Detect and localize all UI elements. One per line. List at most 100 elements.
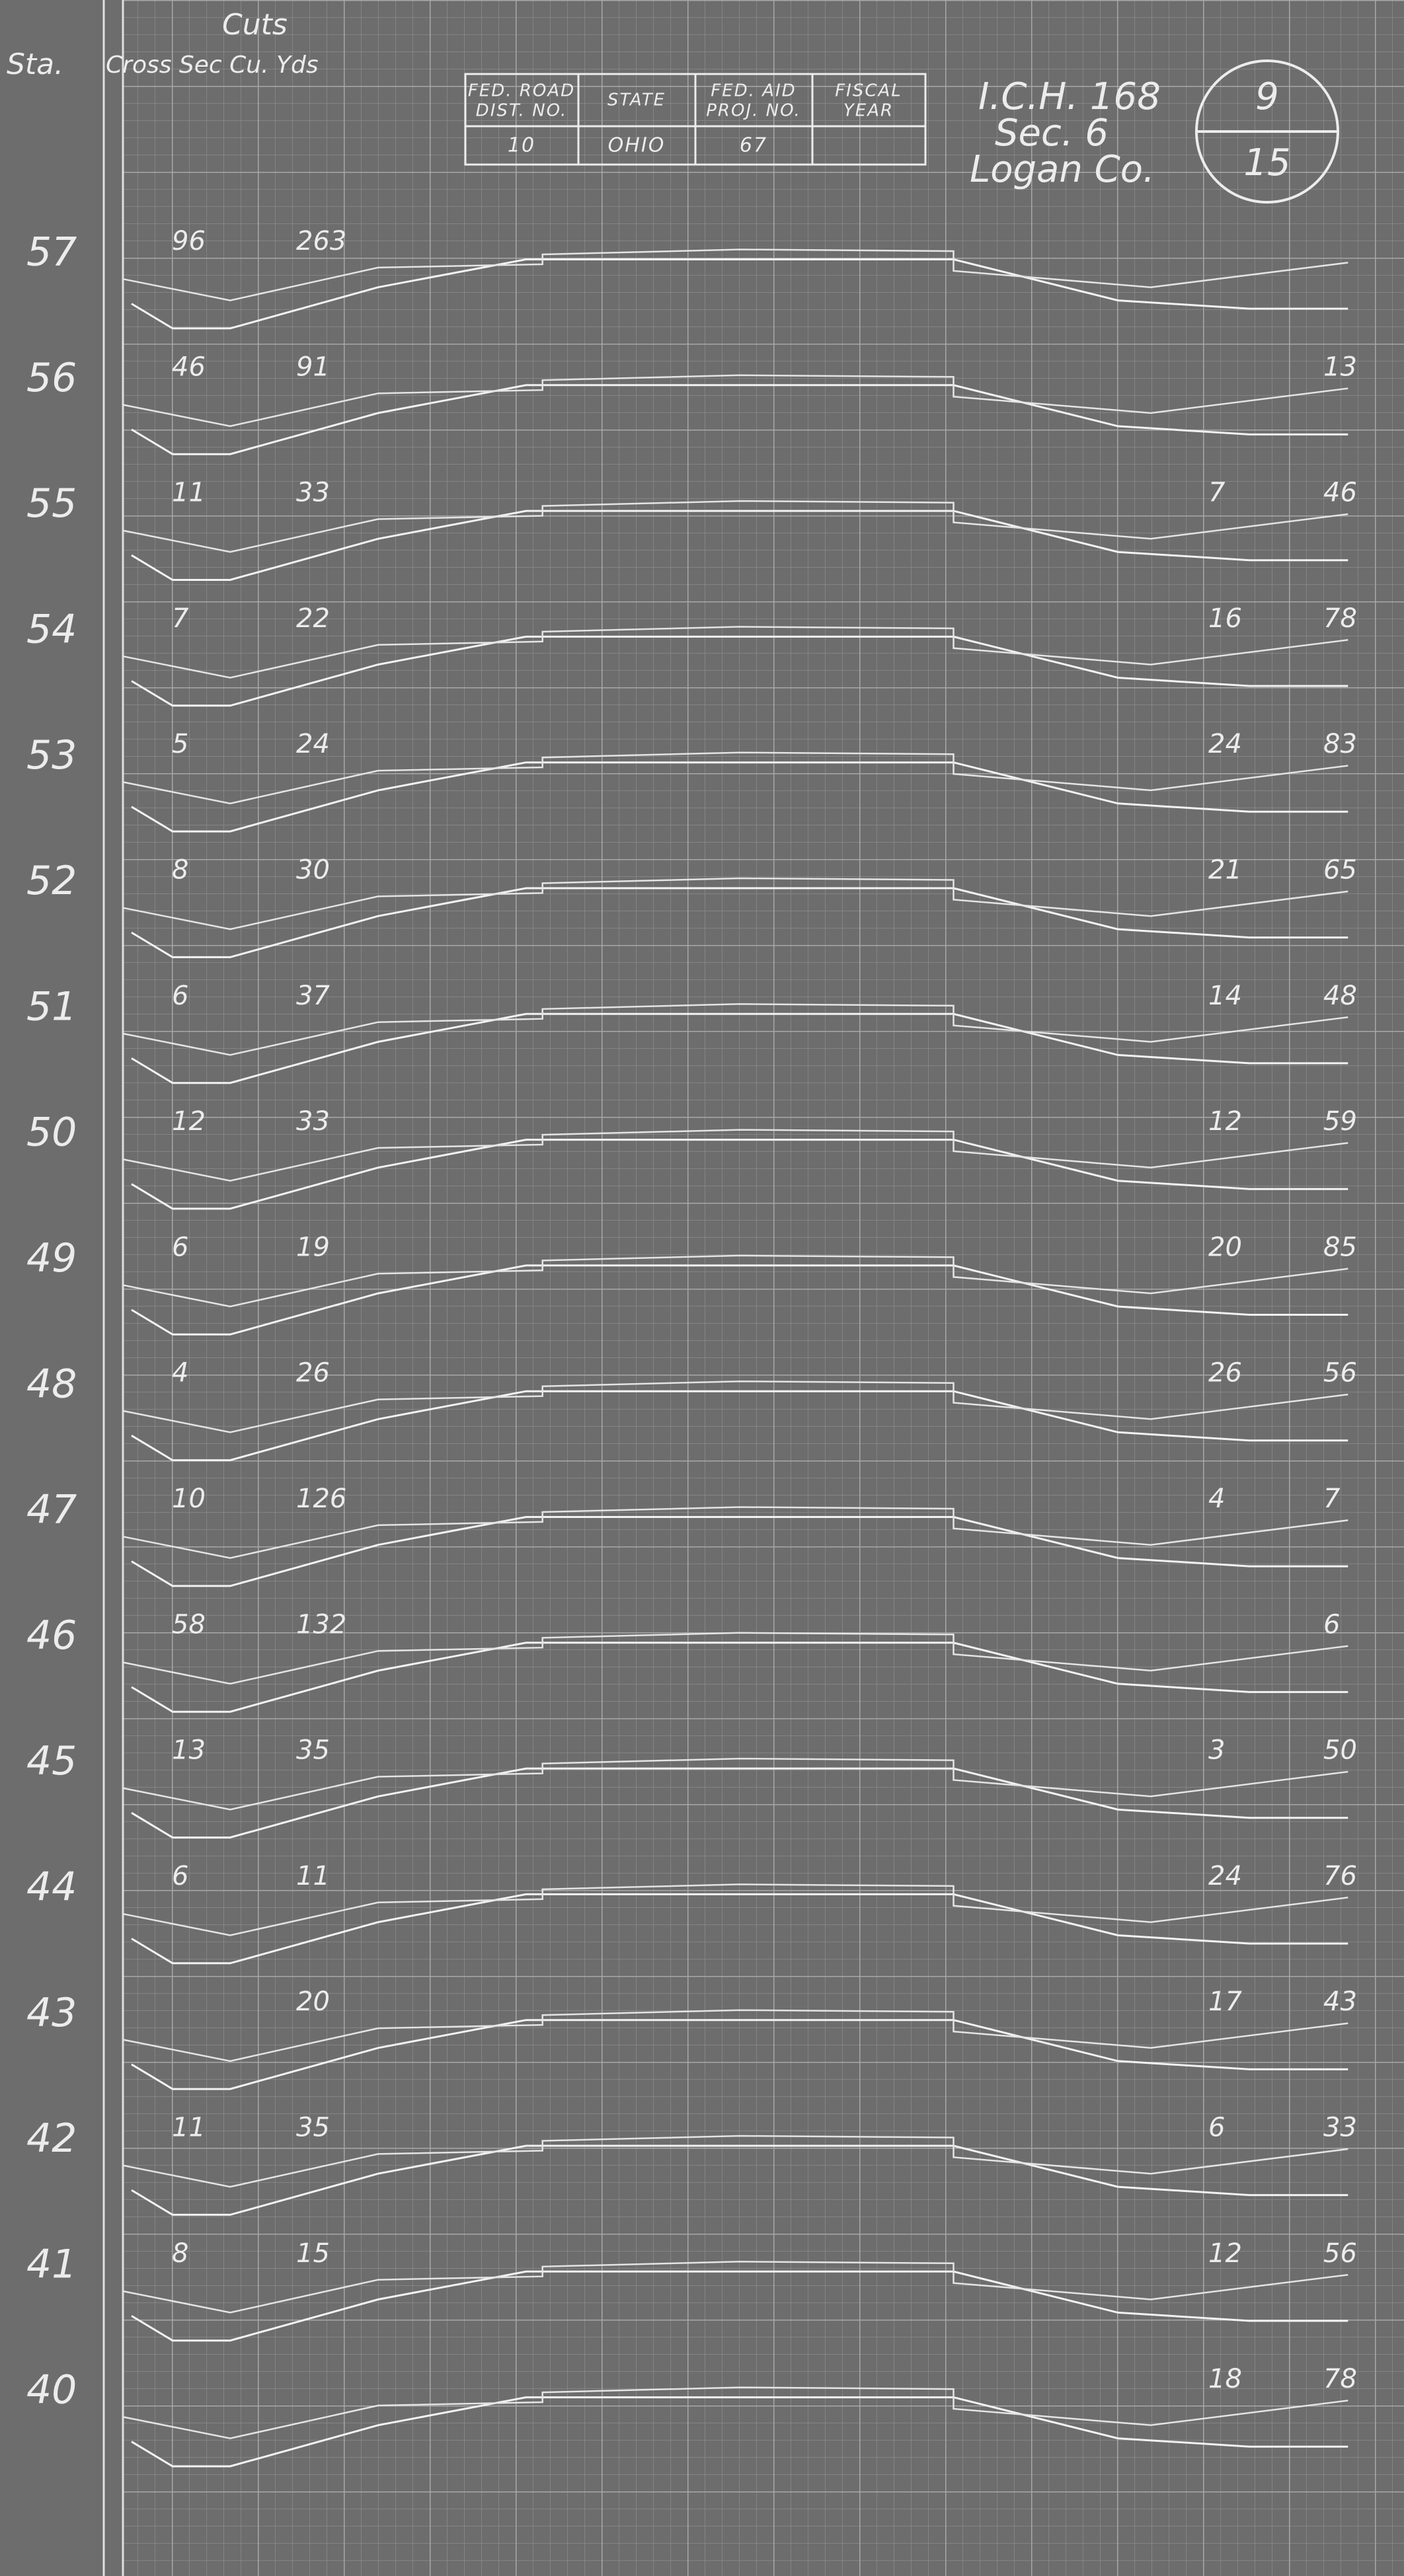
station-label: 45 [26,1738,77,1784]
station-label: 53 [26,732,77,778]
template-line [131,887,1348,958]
template-line [131,1139,1348,1210]
ground-line [123,2009,1348,2063]
template-line [131,2270,1348,2342]
cut-value: 76 [1323,1861,1357,1891]
station-label: 46 [26,1612,77,1659]
station-row: 42 11 35 6 33 [26,2113,1357,2216]
template-line [131,761,1348,833]
station-row: 40 18 78 [26,2364,1357,2468]
station-row: 51 6 37 14 48 [26,981,1357,1084]
cut-value: 13 [172,1735,206,1766]
table-header: DIST. NO. [476,101,568,121]
cut-value: 85 [1323,1232,1357,1262]
ground-line [123,1129,1348,1182]
sta-label: Sta. [7,48,63,81]
cut-value: 8 [172,855,188,886]
station-row: 46 58 132 6 [26,1609,1348,1713]
cut-value: 24 [1208,1861,1242,1891]
station-label: 40 [26,2367,77,2413]
cut-value: 6 [172,1861,188,1891]
station-label: 42 [26,2115,77,2162]
cut-value: 24 [296,729,330,759]
cut-value: 6 [172,1232,188,1262]
cut-value: 21 [1208,855,1242,886]
county: Logan Co. [970,148,1155,191]
cut-value: 33 [1323,2113,1357,2143]
table-header: FISCAL [835,81,902,101]
ground-line [123,751,1348,805]
ground-line [123,1380,1348,1433]
ground-line [123,2386,1348,2439]
station-row: 56 46 91 13 [26,352,1357,455]
cut-value: 78 [1323,603,1357,634]
station-row: 43 20 17 43 [26,1987,1357,2090]
station-row: 48 4 26 26 56 [26,1358,1357,1462]
ground-line [123,500,1348,553]
station-row: 53 5 24 24 83 [26,729,1357,833]
cut-value: 19 [296,1232,330,1262]
route: I.C.H. 168 [978,75,1161,118]
station-label: 55 [26,480,77,527]
sheet-total: 15 [1243,141,1290,184]
cut-value: 11 [172,2113,206,2143]
cut-value: 4 [1208,1484,1225,1514]
station-row: 50 12 33 12 59 [26,1106,1357,1210]
cut-value: 35 [296,1735,330,1766]
station-label: 56 [26,355,77,401]
cut-value: 7 [1208,478,1226,508]
columns-label: Cross Sec Cu. Yds [106,52,319,79]
cut-value: 26 [1208,1358,1242,1388]
cut-value: 30 [296,855,330,886]
ground-line [123,1003,1348,1056]
station-label: 44 [26,1864,77,1910]
template-line [131,384,1348,455]
station-row: 45 13 35 3 50 [26,1735,1357,1838]
cut-value: 10 [172,1484,206,1514]
cut-value: 14 [1208,981,1242,1011]
cut-value: 33 [296,478,330,508]
station-row: 52 8 30 21 65 [26,855,1357,958]
cut-value: 16 [1208,603,1242,634]
template-line [131,2019,1348,2090]
sheet-number: 9 [1255,75,1279,118]
cut-value: 15 [296,2238,330,2269]
station-label: 57 [26,229,77,276]
station-row: 54 7 22 16 78 [26,603,1357,707]
cut-value: 43 [1323,1987,1357,2017]
cut-value: 12 [1208,2238,1242,2269]
template-line [131,1767,1348,1838]
station-label: 50 [26,1110,77,1156]
cut-value: 8 [172,2238,188,2269]
template-line [131,1012,1348,1084]
cut-value: 46 [1323,478,1357,508]
ground-line [123,877,1348,930]
cut-value: 37 [296,981,330,1011]
cut-value: 59 [1323,1106,1357,1137]
cut-value: 33 [296,1106,330,1137]
cut-value: 12 [1208,1106,1242,1137]
ground-line [123,2261,1348,2314]
cut-value: 263 [296,226,346,256]
cut-value: 91 [296,352,330,382]
cut-value: 83 [1323,729,1357,759]
cut-value: 48 [1323,981,1357,1011]
cut-value: 35 [296,2113,330,2143]
cut-value: 24 [1208,729,1242,759]
cut-value: 46 [172,352,206,382]
cut-value: 22 [296,603,330,634]
table-header: FED. ROAD [468,81,575,101]
cut-value: 11 [296,1861,330,1891]
table-header: PROJ. NO. [706,101,801,121]
table-header: FED. AID [711,81,796,101]
template-line [131,1516,1348,1587]
cut-value: 12 [172,1106,206,1137]
ground-line [123,1883,1348,1936]
cuts-label: Cuts [222,8,288,42]
station-row: 57 96 263 [26,226,1348,330]
cut-value: 56 [1323,2238,1357,2269]
station-label: 51 [26,983,77,1030]
cut-value: 3 [1208,1735,1225,1766]
cut-value: 5 [172,729,188,759]
station-row: 44 6 11 24 76 [26,1861,1357,1965]
